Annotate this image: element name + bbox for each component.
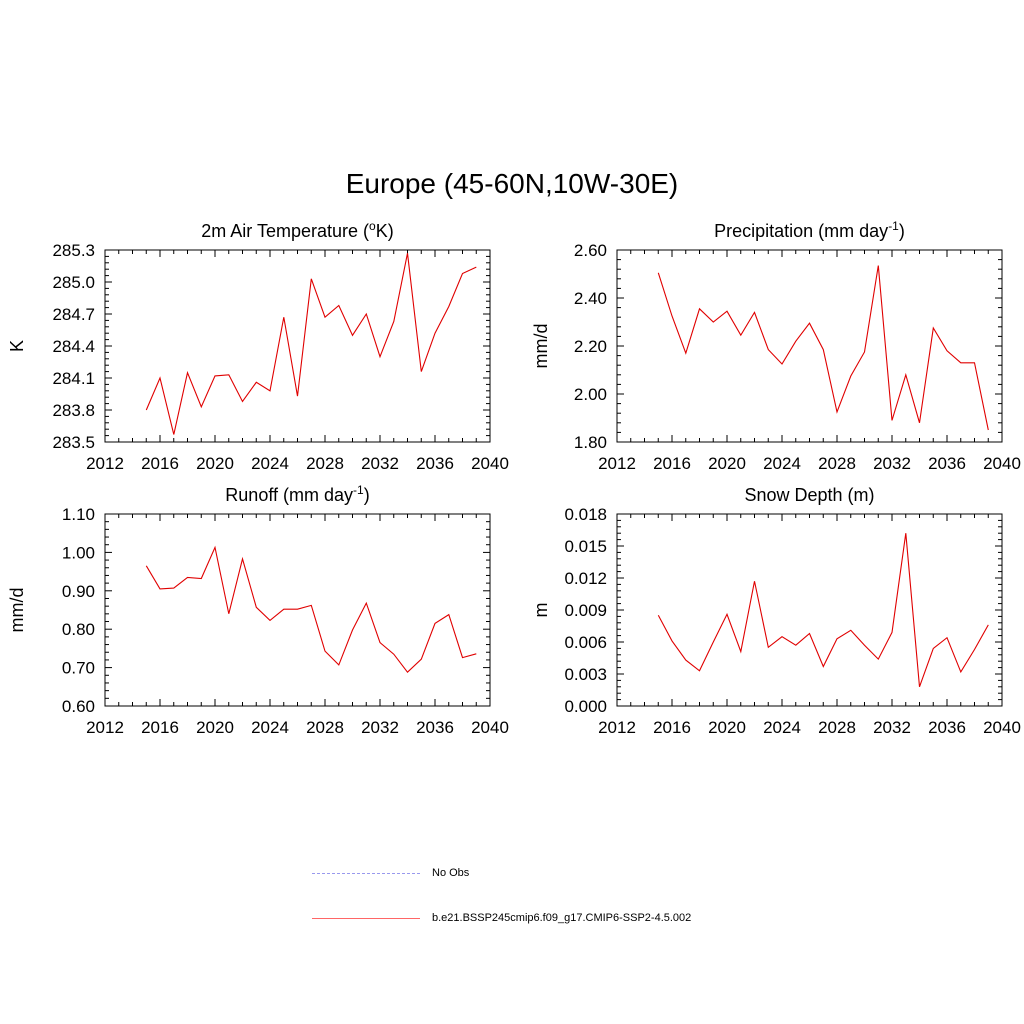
x-tick-label: 2040 — [471, 718, 509, 737]
y-tick-label: 283.8 — [52, 401, 95, 420]
legend-item-model: b.e21.BSSP245cmip6.f09_g17.CMIP6-SSP2-4.… — [312, 910, 691, 926]
chart-panel-1: 2012 2016 2020 2024 2028 2032 2036 2040 283.5 283… — [7, 219, 509, 473]
page-title: Europe (45-60N,10W-30E) — [345, 168, 679, 199]
y-tick-label: 2.60 — [574, 241, 607, 260]
x-tick-label: 2016 — [653, 454, 691, 473]
x-tick-label: 2020 — [708, 718, 746, 737]
x-tick-label: 2036 — [416, 718, 454, 737]
chart-title-suffix: ) — [364, 485, 370, 505]
x-tick-label: 2040 — [983, 454, 1021, 473]
chart-title: Precipitation (mm day-1) — [714, 219, 905, 241]
series-line — [145, 545, 477, 674]
x-tick-label: 2024 — [763, 454, 801, 473]
legend-swatch-dashed — [312, 872, 420, 874]
y-tick-label: 0.70 — [62, 659, 95, 678]
chart-title: Runoff (mm day-1) — [225, 483, 369, 505]
y-tick-label: 1.00 — [62, 543, 95, 562]
plot-frame — [104, 249, 491, 443]
y-tick-label: 0.012 — [564, 569, 607, 588]
chart-title-text: Snow Depth (m) — [744, 485, 874, 505]
y-axis-label: K — [7, 340, 27, 352]
y-axis-label: mm/d — [7, 588, 27, 633]
x-tick-label: 2036 — [928, 454, 966, 473]
chart-title-text: Runoff (mm day — [225, 485, 353, 505]
chart-title-superscript: o — [369, 219, 376, 233]
y-tick-label: 0.60 — [62, 697, 95, 716]
chart-panel-4: 2012 2016 2020 2024 2028 2032 2036 2040 0.000 0.0… — [531, 485, 1021, 737]
y-tick-label: 0.009 — [564, 601, 607, 620]
y-tick-label: 1.80 — [574, 433, 607, 452]
y-tick-label: 2.20 — [574, 337, 607, 356]
y-tick-label: 0.018 — [564, 505, 607, 524]
plot-frame — [104, 513, 491, 707]
x-tick-label: 2020 — [196, 454, 234, 473]
series-line — [657, 533, 989, 687]
series-line — [145, 253, 477, 435]
chart-title-suffix: ) — [899, 221, 905, 241]
x-tick-label: 2032 — [873, 718, 911, 737]
x-tick-label: 2020 — [708, 454, 746, 473]
x-tick-label: 2012 — [598, 454, 636, 473]
chart-title-suffix: K) — [376, 221, 394, 241]
chart-panel-3: 2012 2016 2020 2024 2028 2032 2036 2040 0.60 0.70… — [7, 483, 509, 737]
x-tick-label: 2040 — [983, 718, 1021, 737]
x-tick-label: 2032 — [361, 454, 399, 473]
y-tick-label: 285.3 — [52, 241, 95, 260]
legend-label-model: b.e21.BSSP245cmip6.f09_g17.CMIP6-SSP2-4.… — [432, 912, 692, 924]
x-tick-label: 2040 — [471, 454, 509, 473]
chart-title-text: 2m Air Temperature ( — [201, 221, 369, 241]
x-tick-label: 2016 — [653, 718, 691, 737]
y-tick-label: 0.90 — [62, 582, 95, 601]
y-tick-label: 283.5 — [52, 433, 95, 452]
y-tick-label: 284.4 — [52, 337, 95, 356]
x-tick-label: 2028 — [306, 718, 344, 737]
chart-title: 2m Air Temperature (oK) — [201, 219, 393, 241]
y-tick-label: 0.000 — [564, 697, 607, 716]
x-tick-label: 2036 — [416, 454, 454, 473]
chart-title-text: Precipitation (mm day — [714, 221, 888, 241]
x-tick-label: 2016 — [141, 718, 179, 737]
y-tick-label: 0.006 — [564, 633, 607, 652]
x-tick-label: 2020 — [196, 718, 234, 737]
x-tick-label: 2036 — [928, 718, 966, 737]
legend-item-obs: No Obs — [312, 865, 469, 881]
chart-title-superscript: -1 — [888, 219, 899, 233]
chart-panel-2: 2012 2016 2020 2024 2028 2032 2036 2040 1.80 2.00… — [531, 219, 1021, 473]
legend: No Obs b.e21.BSSP245cmip6.f09_g17.CMIP6-… — [312, 860, 912, 940]
series-line — [657, 265, 989, 431]
y-tick-label: 0.80 — [62, 620, 95, 639]
x-tick-label: 2028 — [818, 718, 856, 737]
x-tick-label: 2032 — [361, 718, 399, 737]
y-tick-label: 2.40 — [574, 289, 607, 308]
x-tick-label: 2016 — [141, 454, 179, 473]
y-tick-label: 284.7 — [52, 305, 95, 324]
x-tick-label: 2012 — [86, 454, 124, 473]
plot-frame — [616, 513, 1003, 707]
y-tick-label: 0.015 — [564, 537, 607, 556]
chart-title: Snow Depth (m) — [744, 485, 874, 505]
y-tick-label: 284.1 — [52, 369, 95, 388]
x-tick-label: 2028 — [818, 454, 856, 473]
x-tick-label: 2012 — [86, 718, 124, 737]
legend-swatch-solid — [312, 917, 420, 919]
chart-title-superscript: -1 — [353, 483, 364, 497]
legend-label-obs: No Obs — [432, 867, 470, 879]
x-tick-label: 2028 — [306, 454, 344, 473]
y-tick-label: 1.10 — [62, 505, 95, 524]
y-axis-label: m — [531, 603, 551, 618]
y-tick-label: 2.00 — [574, 385, 607, 404]
y-axis-label: mm/d — [531, 324, 551, 369]
x-tick-label: 2024 — [251, 718, 289, 737]
y-tick-label: 285.0 — [52, 273, 95, 292]
x-tick-label: 2024 — [763, 718, 801, 737]
y-tick-label: 0.003 — [564, 665, 607, 684]
x-tick-label: 2024 — [251, 454, 289, 473]
x-tick-label: 2012 — [598, 718, 636, 737]
x-tick-label: 2032 — [873, 454, 911, 473]
